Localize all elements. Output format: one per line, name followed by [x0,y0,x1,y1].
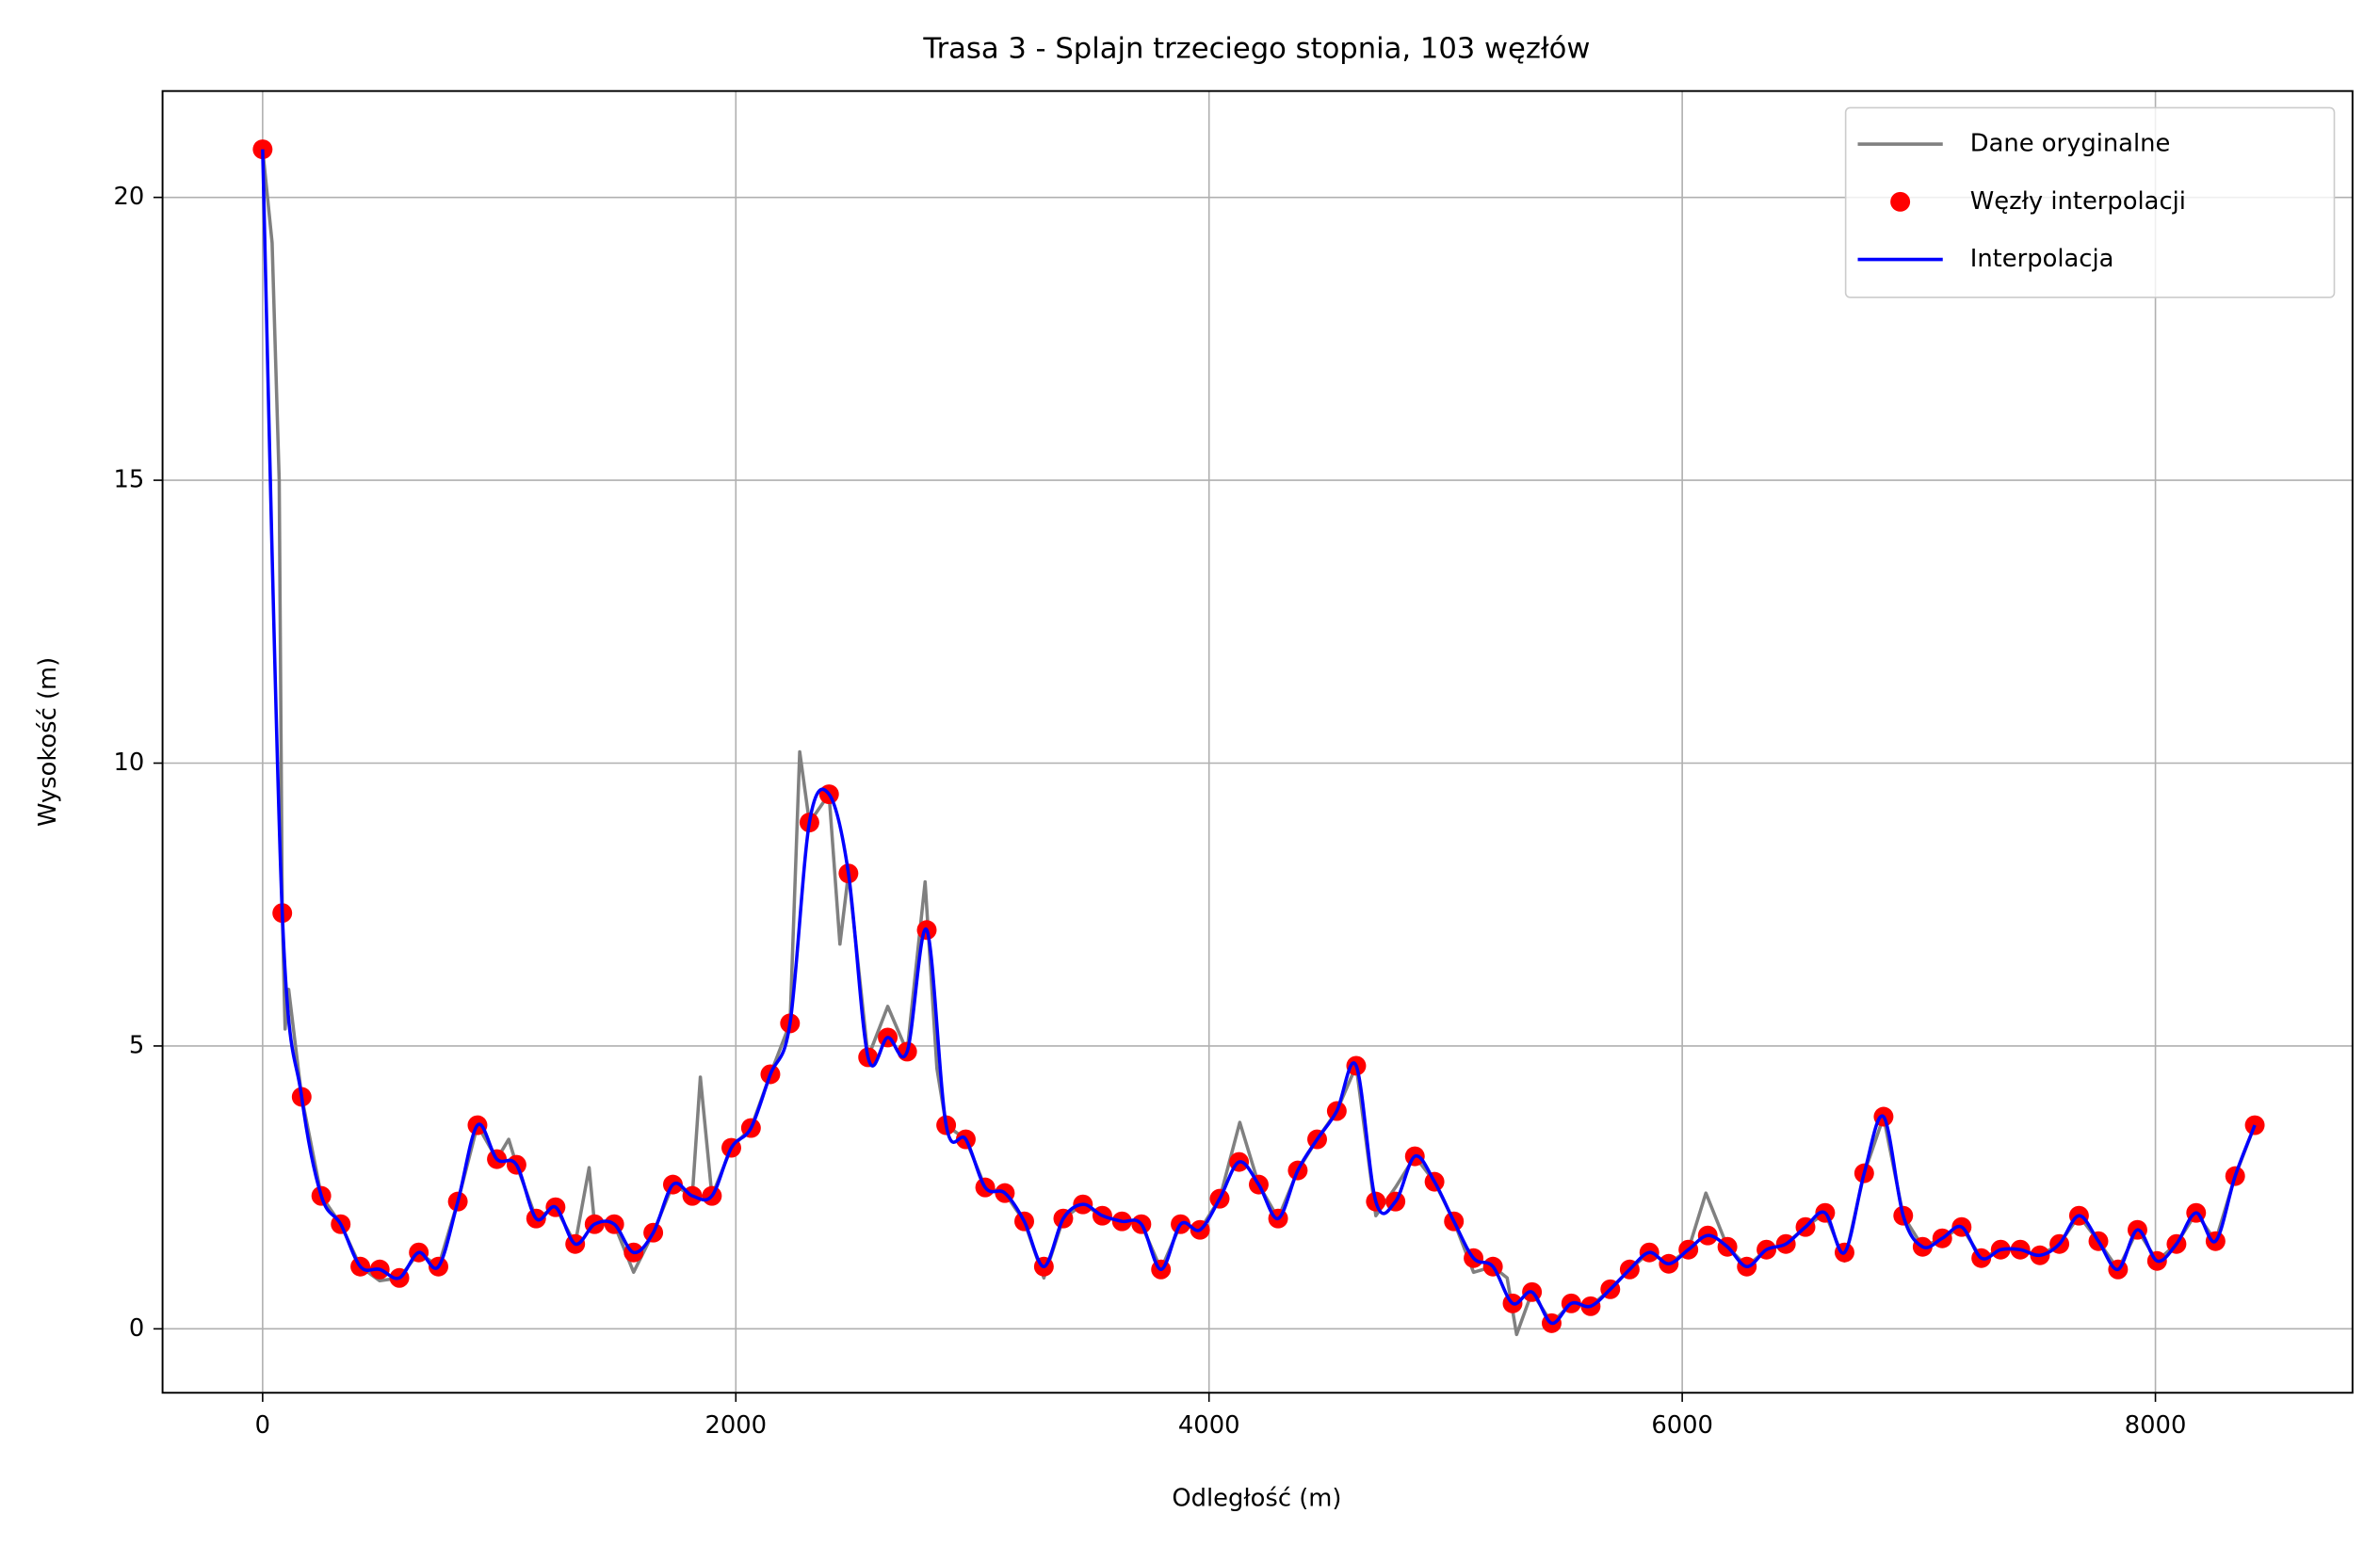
legend-label: Interpolacja [1970,245,2114,273]
legend-marker [1890,191,1911,212]
y-tick-label: 20 [113,183,144,211]
data-line [261,149,2257,1326]
y-tick-label: 5 [129,1031,144,1059]
y-tick-label: 0 [129,1314,144,1343]
legend-label: Węzły interpolacji [1970,187,2186,216]
y-axis-label: Wysokość (m) [34,657,62,827]
legend-label: Dane oryginalne [1970,130,2171,158]
x-tick-label: 4000 [1178,1411,1240,1440]
y-tick-label: 15 [113,466,144,494]
plot-frame [161,89,2354,1394]
y-tick-label: 10 [113,749,144,777]
x-tick-label: 6000 [1651,1411,1713,1440]
x-axis-label: Odległość (m) [1172,1485,1341,1513]
legend-box [1844,106,2336,298]
x-tick-label: 8000 [2125,1411,2187,1440]
x-tick-label: 2000 [704,1411,767,1440]
chart-title: Trasa 3 - Splajn trzeciego stopnia, 103 … [922,33,1590,66]
data-line [261,149,2257,1337]
x-tick-label: 0 [255,1411,270,1440]
